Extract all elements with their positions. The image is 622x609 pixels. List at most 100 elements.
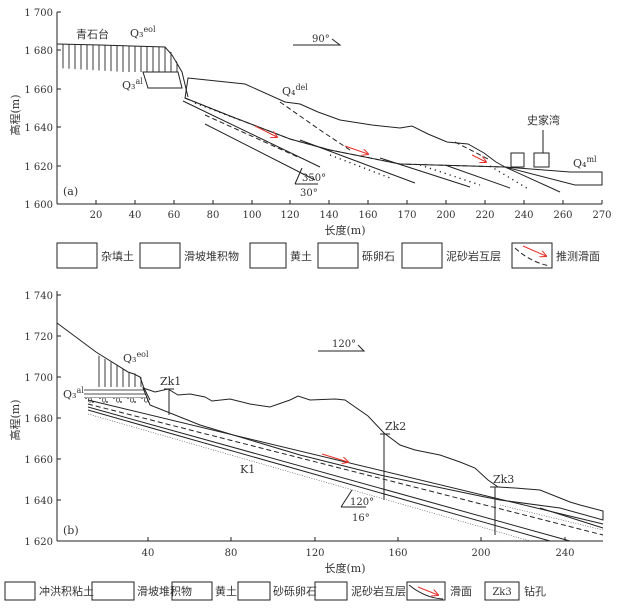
x-tick-label: 160	[388, 548, 407, 559]
y-tick-label: 1 640	[24, 123, 53, 134]
q3al-label: Q₃al	[63, 386, 84, 401]
panel-b-label: (b)	[63, 524, 79, 537]
y-tick-label: 1 740	[24, 291, 53, 302]
k1-label: K1	[240, 463, 255, 476]
legend-swatch-landslide	[139, 242, 181, 269]
x-tick-label: 220	[475, 210, 494, 221]
panel-b: 1 740 1 720 1 700 1 680 1 660 1 640 1 620 40 80…	[4, 291, 604, 601]
panel-a-label: (a)	[63, 185, 78, 198]
legend-label: 滑面	[450, 585, 472, 598]
x-tick-label: 140	[319, 210, 338, 221]
place-label-qingshitai: 青石台	[76, 27, 109, 41]
legend-label: 滑坡堆积物	[137, 584, 192, 598]
legend-label: 黄土	[215, 584, 237, 598]
y-tick-label: 1 620	[24, 162, 53, 173]
borehole-zk3	[490, 486, 500, 535]
dip-angle: 16°	[352, 513, 370, 524]
legend-label: 钻孔	[524, 584, 546, 598]
x-tick-label: 260	[553, 210, 572, 221]
x-tick-label: 60	[168, 210, 181, 221]
house-icon	[533, 152, 550, 168]
legend-label: 杂填土	[101, 249, 134, 263]
section-direction-marker	[318, 344, 366, 352]
legend-label: 滑坡堆积物	[184, 249, 239, 263]
q3al-label: Q₃al	[122, 77, 143, 92]
x-tick-label: 100	[242, 210, 261, 221]
legend-swatch-mudstone	[401, 242, 443, 269]
panel-b-x-axis-title: 长度(m)	[324, 561, 365, 575]
y-tick-label: 1 700	[24, 373, 53, 384]
artificial-fill-layer	[504, 166, 603, 186]
loess-layer	[57, 44, 180, 72]
loess-layer	[96, 354, 144, 387]
x-tick-label: 20	[90, 210, 103, 221]
y-tick-label: 1 700	[24, 8, 53, 19]
y-tick-label: 1 680	[24, 414, 53, 425]
house-icon	[510, 152, 525, 168]
legend-swatch-slip	[511, 242, 553, 269]
panel-a-y-axis-title: 高程(m)	[8, 94, 22, 135]
panel-b-y-axis-title: 高程(m)	[8, 399, 22, 440]
legend-swatch-clay	[4, 581, 36, 601]
legend-label: 砾卵石	[362, 250, 395, 263]
legend-label: 推测滑面	[556, 249, 600, 263]
legend-label: 砂砾卵石	[273, 585, 317, 598]
legend-a: 杂填土 滑坡堆积物 黄土 砾卵石 泥砂岩互层 推测滑面	[56, 242, 600, 269]
x-tick-label: 270	[592, 210, 611, 221]
dip-angle: 30°	[300, 188, 318, 199]
q4ml-label: Q₄ml	[573, 155, 597, 170]
borehole-zk2	[380, 433, 390, 500]
x-tick-label: 40	[129, 210, 142, 221]
panel-b-y-axis: 1 740 1 720 1 700 1 680 1 660 1 640 1 620	[24, 291, 61, 548]
panel-b-x-axis: 40 80 120 160 200 240	[57, 537, 603, 559]
y-tick-label: 1 720	[24, 332, 53, 343]
legend-swatch-landslide	[91, 581, 135, 601]
dip-symbol	[340, 489, 366, 508]
legend-swatch-fill	[56, 242, 98, 269]
y-tick-label: 1 600	[24, 200, 53, 211]
y-tick-label: 1 620	[24, 537, 53, 548]
x-tick-label: 240	[555, 548, 574, 559]
legend-swatch-gravel	[317, 242, 359, 269]
x-tick-label: 120	[305, 548, 324, 559]
zk1-label: Zk1	[160, 375, 181, 388]
legend-swatch-borehole	[484, 581, 520, 601]
gravel-layer	[142, 71, 183, 89]
y-tick-label: 1 660	[24, 85, 53, 96]
dip-direction: 350°	[302, 173, 326, 184]
section-direction-marker	[293, 38, 342, 46]
x-tick-label: 160	[358, 210, 377, 221]
slip-arrow	[344, 145, 368, 154]
legend-swatch-mudstone	[314, 581, 348, 601]
legend-label: 冲洪积粘土	[39, 584, 94, 598]
x-tick-label: 40	[142, 548, 155, 559]
x-tick-label: 80	[207, 210, 220, 221]
section-direction: 120°	[332, 339, 356, 350]
legend-label: 黄土	[290, 249, 312, 263]
x-tick-label: 170	[397, 210, 416, 221]
q3eol-label: Q₃eol	[130, 25, 156, 40]
legend-label: 泥砂岩互层	[351, 584, 406, 598]
panel-a: 1 700 1 680 1 660 1 640 1 620 1 600 20 40 60 80 1…	[8, 8, 612, 269]
panel-a-x-axis-title: 长度(m)	[324, 223, 365, 237]
dip-direction: 120°	[350, 497, 374, 508]
legend-swatch-sand-gravel	[237, 581, 271, 601]
legend-b: 冲洪积粘土 滑坡堆积物 黄土 砂砾卵石 泥砂岩互层 滑面 Zk3 钻孔	[4, 581, 546, 601]
borehole-zk1	[164, 388, 174, 415]
x-tick-label: 80	[225, 548, 238, 559]
y-tick-label: 1 660	[24, 455, 53, 466]
legend-swatch-slip	[406, 581, 446, 601]
legend-swatch-loess	[249, 242, 287, 269]
alluvial-clay-layer	[84, 387, 147, 398]
q3eol-label: Q₃eol	[123, 350, 149, 365]
q4del-label: Q₄del	[282, 83, 308, 98]
x-tick-label: 120	[280, 210, 299, 221]
slip-arrow	[471, 154, 486, 162]
y-tick-label: 1 640	[24, 496, 53, 507]
zk2-label: Zk2	[385, 420, 406, 433]
legend-label: 泥砂岩互层	[446, 249, 501, 263]
zk3-label: Zk3	[493, 473, 514, 486]
panel-a-x-axis: 20 40 60 80 100 120 140 160 170 200 220 240 260 270	[57, 200, 612, 221]
x-tick-label: 240	[514, 210, 533, 221]
